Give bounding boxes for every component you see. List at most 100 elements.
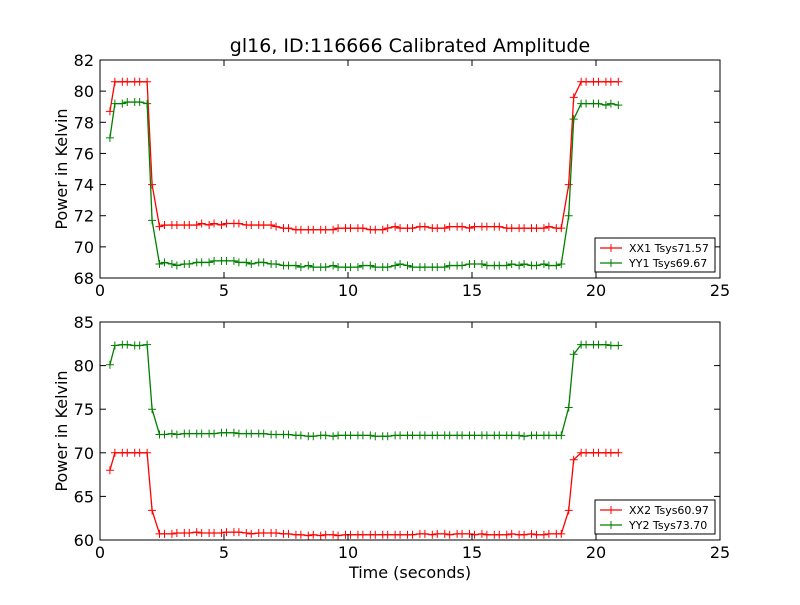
data-point: [321, 530, 330, 539]
data-point: [502, 261, 511, 270]
data-point: [334, 224, 343, 233]
legend: XX2 Tsys60.97 YY2 Tsys73.70: [594, 499, 716, 535]
data-point: [185, 259, 194, 268]
data-point: [135, 77, 144, 86]
data-point: [482, 431, 491, 440]
data-point: [366, 431, 375, 440]
data-point: [606, 448, 615, 457]
data-point: [445, 222, 454, 231]
data-point: [234, 429, 243, 438]
data-point: [296, 431, 305, 440]
data-point: [507, 224, 516, 233]
data-point: [544, 261, 553, 270]
data-point: [408, 263, 417, 272]
data-point: [329, 432, 338, 441]
data-point: [321, 431, 330, 440]
data-point: [383, 432, 392, 441]
data-point: [532, 261, 541, 270]
y-tick-label: 80: [74, 357, 94, 376]
data-point: [420, 431, 429, 440]
data-point: [110, 448, 119, 457]
data-point: [582, 99, 591, 108]
data-point: [594, 99, 603, 108]
data-point: [272, 430, 281, 439]
data-point: [210, 219, 219, 228]
data-point: [396, 259, 405, 268]
data-point: [167, 259, 176, 268]
data-point: [353, 263, 362, 272]
data-point: [160, 430, 169, 439]
data-point: [172, 221, 181, 230]
data-point: [445, 530, 454, 539]
data-point: [309, 432, 318, 441]
y-tick-label: 80: [74, 82, 94, 101]
data-point: [445, 261, 454, 270]
data-point: [135, 341, 144, 350]
data-point: [309, 530, 318, 539]
data-point: [532, 224, 541, 233]
series-1: [105, 77, 623, 234]
data-point: [470, 222, 479, 231]
data-point: [247, 221, 256, 230]
data-point: [272, 529, 281, 538]
data-point: [544, 529, 553, 538]
data-point: [428, 530, 437, 539]
y-tick-label: 82: [74, 51, 94, 70]
data-point: [383, 263, 392, 272]
data-point: [259, 429, 268, 438]
data-point: [118, 99, 127, 108]
data-point: [123, 77, 132, 86]
data-point: [515, 261, 524, 270]
data-point: [539, 530, 548, 539]
data-point: [564, 180, 573, 189]
data-point: [217, 529, 226, 538]
data-point: [557, 259, 566, 268]
legend-entry: XX2 Tsys60.97: [629, 504, 709, 517]
data-point: [582, 340, 591, 349]
data-point: [123, 448, 132, 457]
data-point: [167, 529, 176, 538]
legend-marker: [607, 506, 615, 514]
data-point: [520, 224, 529, 233]
data-point: [110, 99, 119, 108]
data-point: [197, 529, 206, 538]
data-point: [329, 225, 338, 234]
data-point: [110, 341, 119, 350]
legend-entry: XX1 Tsys71.57: [629, 242, 709, 255]
data-point: [143, 340, 152, 349]
data-point: [477, 259, 486, 268]
data-point: [259, 258, 268, 267]
data-point: [495, 222, 504, 231]
data-point: [396, 431, 405, 440]
legend-marker: [607, 521, 615, 529]
data-point: [527, 529, 536, 538]
data-point: [408, 224, 417, 233]
series-1: [105, 448, 623, 540]
y-tick-label: 78: [74, 113, 94, 132]
data-point: [329, 261, 338, 270]
data-point: [557, 431, 566, 440]
data-point: [606, 341, 615, 350]
data-point: [366, 261, 375, 270]
data-point: [539, 259, 548, 268]
data-point: [358, 261, 367, 270]
data-point: [557, 529, 566, 538]
data-point: [544, 222, 553, 231]
x-tick-label: 0: [95, 543, 105, 562]
x-tick-label: 15: [462, 281, 482, 300]
data-point: [515, 431, 524, 440]
data-point: [222, 428, 231, 437]
data-point: [148, 405, 157, 414]
data-point: [222, 219, 231, 228]
data-point: [569, 115, 578, 124]
data-point: [440, 224, 449, 233]
data-point: [495, 530, 504, 539]
data-point: [105, 360, 114, 369]
data-point: [470, 259, 479, 268]
legend-marker: [607, 259, 615, 267]
data-point: [433, 224, 442, 233]
data-point: [544, 431, 553, 440]
data-point: [172, 261, 181, 270]
y-axis-label: Power in Kelvin: [52, 370, 71, 491]
